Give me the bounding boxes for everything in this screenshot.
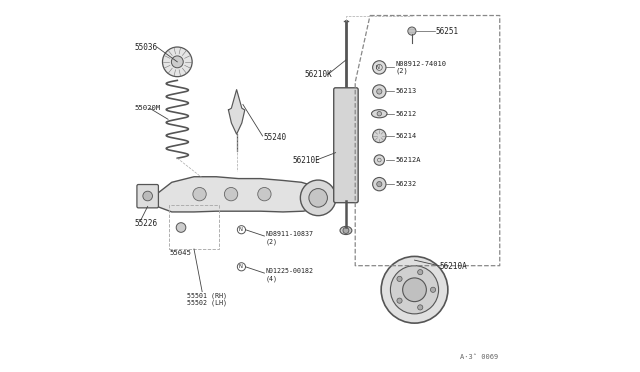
Bar xyxy=(169,205,219,249)
Circle shape xyxy=(225,187,237,201)
Text: 56213: 56213 xyxy=(396,89,417,94)
Text: 56212: 56212 xyxy=(396,111,417,117)
Circle shape xyxy=(397,298,402,303)
Circle shape xyxy=(193,187,206,201)
Circle shape xyxy=(377,89,382,94)
Text: 56210E: 56210E xyxy=(292,155,320,164)
Circle shape xyxy=(377,112,381,116)
Circle shape xyxy=(343,228,349,234)
Circle shape xyxy=(300,180,336,216)
Text: 55501 (RH): 55501 (RH) xyxy=(187,292,227,299)
Circle shape xyxy=(372,85,386,98)
Ellipse shape xyxy=(371,110,387,118)
Text: A·3ˆ 0069: A·3ˆ 0069 xyxy=(460,354,498,360)
Text: 55045: 55045 xyxy=(169,250,191,256)
Circle shape xyxy=(372,129,386,142)
Text: 56251: 56251 xyxy=(436,26,459,36)
Circle shape xyxy=(374,155,385,165)
Circle shape xyxy=(431,287,436,292)
FancyBboxPatch shape xyxy=(137,185,159,208)
Circle shape xyxy=(418,305,423,310)
Polygon shape xyxy=(228,90,244,134)
Text: 55502 (LH): 55502 (LH) xyxy=(187,299,227,306)
Circle shape xyxy=(258,187,271,201)
Text: 56212A: 56212A xyxy=(396,157,420,163)
Text: 55240: 55240 xyxy=(264,132,287,142)
FancyBboxPatch shape xyxy=(333,88,358,203)
Circle shape xyxy=(418,270,423,275)
Text: N08911-10837
(2): N08911-10837 (2) xyxy=(265,231,313,245)
Text: 55020M: 55020M xyxy=(134,105,161,111)
Text: N: N xyxy=(238,227,242,232)
Text: 56214: 56214 xyxy=(396,133,417,139)
Text: 55226: 55226 xyxy=(134,219,158,228)
Polygon shape xyxy=(152,177,326,212)
Text: N08912-74010
(2): N08912-74010 (2) xyxy=(396,61,446,74)
Text: N: N xyxy=(375,65,379,70)
Circle shape xyxy=(390,266,438,314)
Circle shape xyxy=(408,27,416,35)
Circle shape xyxy=(403,278,426,302)
Ellipse shape xyxy=(340,227,352,235)
Circle shape xyxy=(377,182,382,187)
Text: N01225-00182
(4): N01225-00182 (4) xyxy=(265,268,313,282)
Circle shape xyxy=(372,177,386,191)
Circle shape xyxy=(163,47,192,77)
Circle shape xyxy=(381,256,448,323)
Text: 56210K: 56210K xyxy=(305,70,332,79)
Text: 56232: 56232 xyxy=(396,181,417,187)
Circle shape xyxy=(172,56,183,68)
Circle shape xyxy=(372,61,386,74)
Circle shape xyxy=(397,276,402,282)
Circle shape xyxy=(143,191,152,201)
Text: N: N xyxy=(238,264,242,269)
Circle shape xyxy=(176,223,186,232)
Text: 55036: 55036 xyxy=(134,42,158,51)
Text: 56210A: 56210A xyxy=(439,262,467,271)
Circle shape xyxy=(309,189,328,207)
